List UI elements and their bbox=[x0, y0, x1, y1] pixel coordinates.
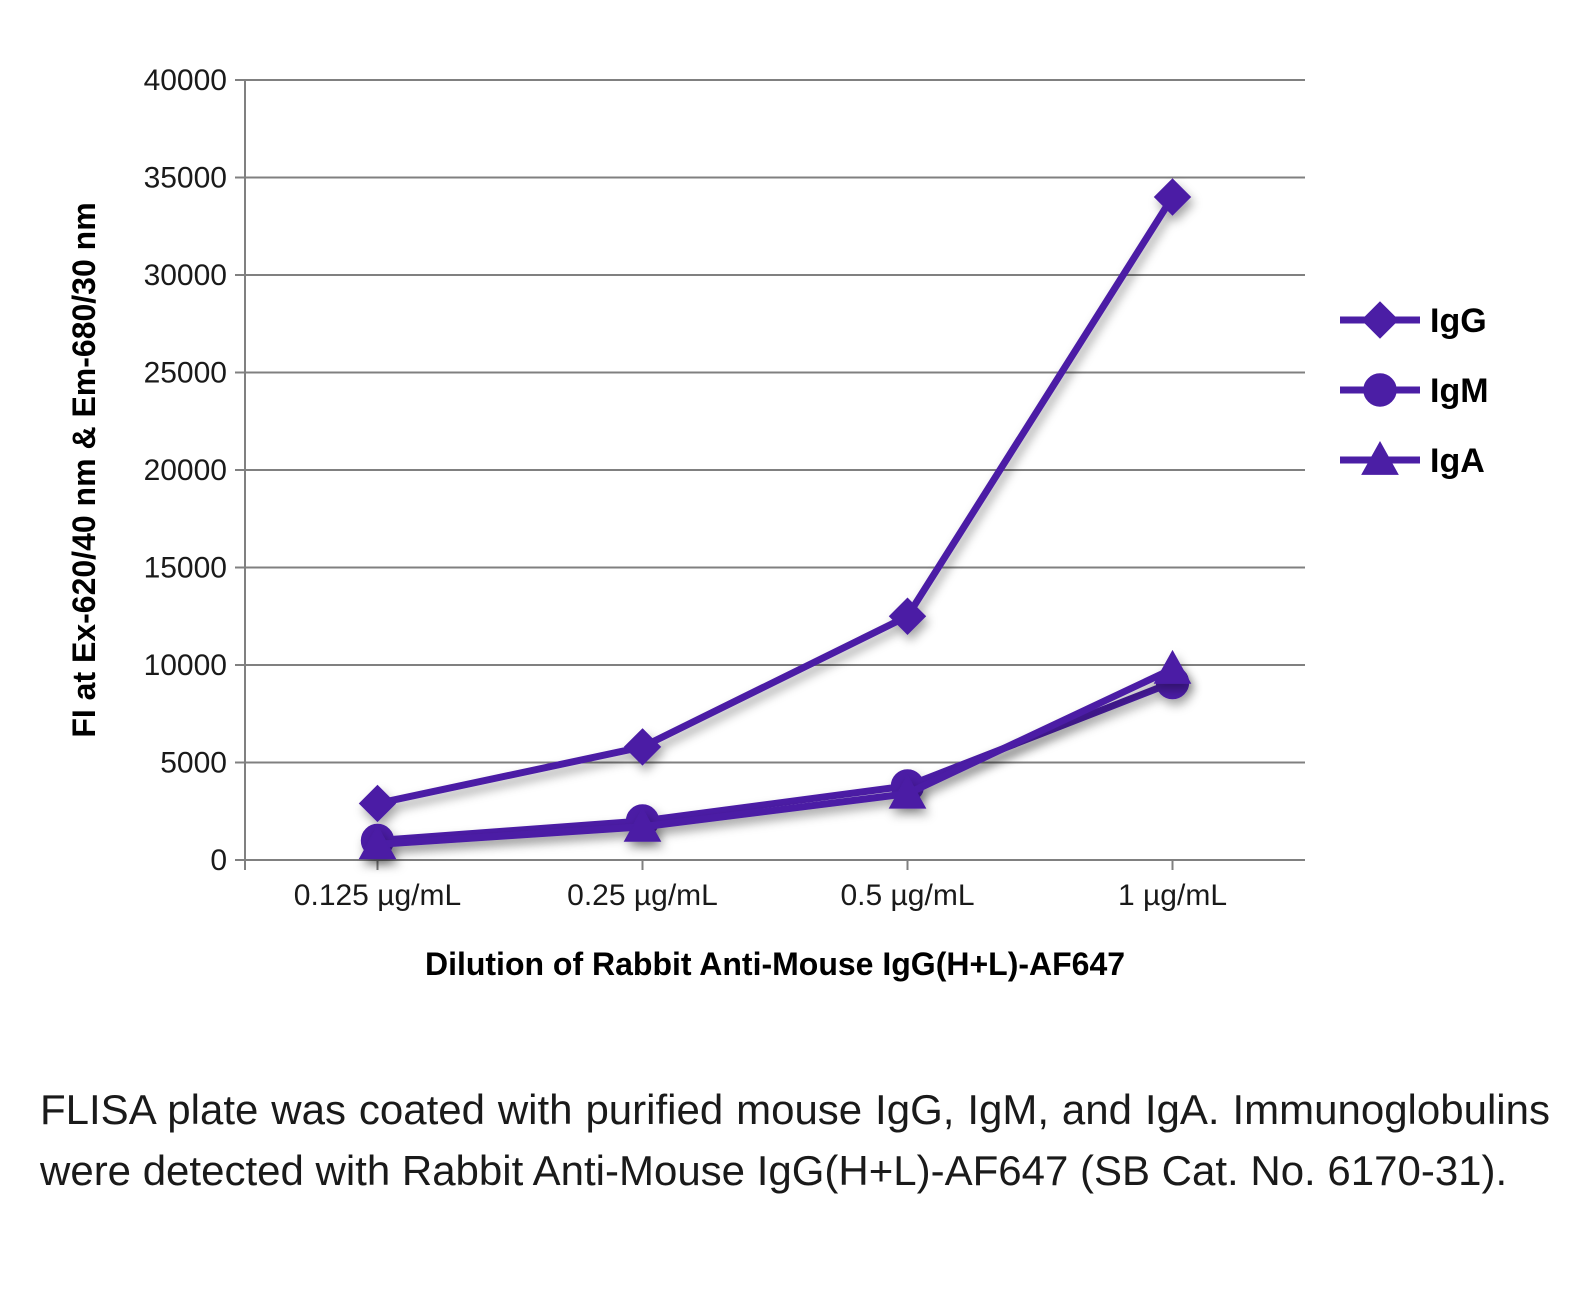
svg-text:0: 0 bbox=[210, 844, 227, 877]
svg-text:40000: 40000 bbox=[144, 64, 227, 97]
figure-caption: FLISA plate was coated with purified mou… bbox=[40, 1080, 1550, 1202]
svg-text:1 µg/mL: 1 µg/mL bbox=[1118, 879, 1227, 912]
svg-text:0.125 µg/mL: 0.125 µg/mL bbox=[294, 879, 461, 912]
svg-text:5000: 5000 bbox=[160, 747, 227, 780]
chart-container: 0 5000 10000 15000 20000 25000 30000 35000 40000… bbox=[40, 40, 1550, 1060]
svg-text:25000: 25000 bbox=[144, 357, 227, 390]
svg-text:30000: 30000 bbox=[144, 259, 227, 292]
svg-text:10000: 10000 bbox=[144, 649, 227, 682]
svg-text:15000: 15000 bbox=[144, 552, 227, 585]
svg-text:20000: 20000 bbox=[144, 454, 227, 487]
svg-text:FI at Ex-620/40 nm & Em-680/30: FI at Ex-620/40 nm & Em-680/30 nm bbox=[66, 202, 102, 737]
svg-text:0.5 µg/mL: 0.5 µg/mL bbox=[840, 879, 974, 912]
svg-text:IgG: IgG bbox=[1430, 302, 1487, 340]
page-root: 0 5000 10000 15000 20000 25000 30000 35000 40000… bbox=[0, 0, 1590, 1306]
svg-text:0.25 µg/mL: 0.25 µg/mL bbox=[567, 879, 718, 912]
line-chart: 0 5000 10000 15000 20000 25000 30000 35000 40000… bbox=[40, 40, 1550, 1060]
svg-text:IgA: IgA bbox=[1430, 442, 1485, 480]
svg-text:35000: 35000 bbox=[144, 162, 227, 195]
svg-text:Dilution of Rabbit Anti-Mouse: Dilution of Rabbit Anti-Mouse IgG(H+L)-A… bbox=[425, 946, 1125, 982]
svg-text:IgM: IgM bbox=[1430, 372, 1489, 410]
